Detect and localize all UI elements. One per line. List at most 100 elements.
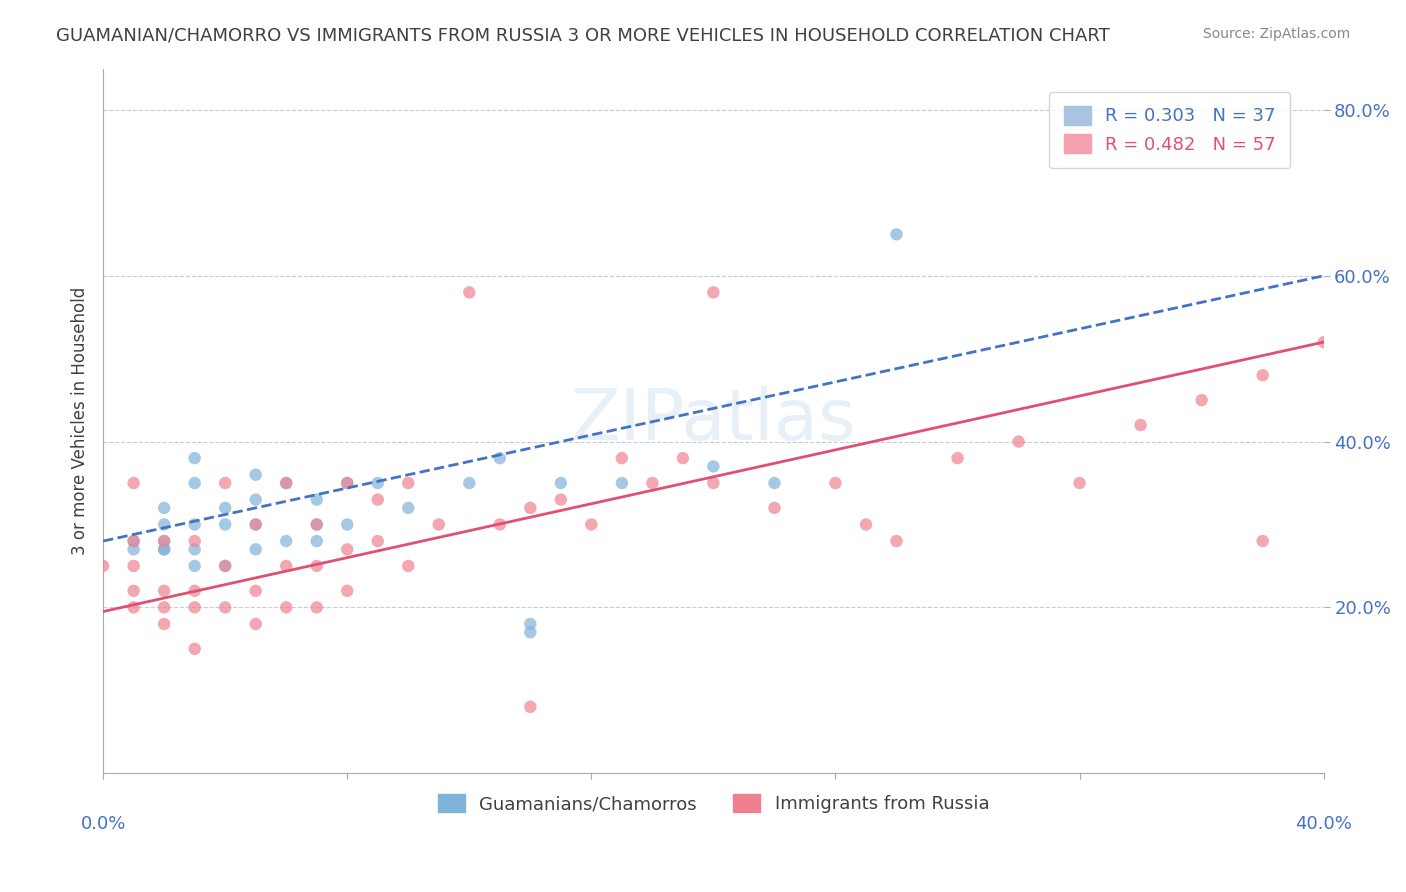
Point (886, 534, 908, 549)
Point (367, 534, 389, 549)
Point (214, 476, 236, 491)
Point (519, 617, 541, 632)
Point (122, 600, 145, 615)
Text: Source: ZipAtlas.com: Source: ZipAtlas.com (1202, 27, 1350, 41)
Point (153, 542, 176, 557)
Point (488, 517, 510, 532)
Point (396, 558, 419, 573)
Point (1129, 417, 1152, 432)
Point (122, 534, 145, 549)
Point (581, 517, 603, 532)
Point (245, 517, 267, 532)
Point (305, 558, 328, 573)
Point (336, 476, 359, 491)
Point (245, 583, 267, 598)
Point (641, 476, 664, 491)
Point (153, 583, 176, 598)
Point (214, 558, 236, 573)
Point (367, 492, 389, 507)
Point (396, 476, 419, 491)
Point (122, 534, 145, 549)
Point (214, 558, 236, 573)
Text: GUAMANIAN/CHAMORRO VS IMMIGRANTS FROM RUSSIA 3 OR MORE VEHICLES IN HOUSEHOLD COR: GUAMANIAN/CHAMORRO VS IMMIGRANTS FROM RU… (56, 27, 1109, 45)
Point (305, 517, 328, 532)
Point (276, 476, 298, 491)
Y-axis label: 3 or more Vehicles in Household: 3 or more Vehicles in Household (72, 286, 89, 555)
Point (214, 517, 236, 532)
Point (245, 492, 267, 507)
Point (1191, 393, 1213, 408)
Point (336, 517, 359, 532)
Point (702, 459, 724, 474)
Point (610, 451, 633, 466)
Point (763, 476, 786, 491)
Point (153, 600, 176, 615)
Point (305, 492, 328, 507)
Point (763, 500, 786, 515)
Point (153, 542, 176, 557)
Point (550, 476, 572, 491)
Point (519, 625, 541, 640)
Point (488, 451, 510, 466)
Text: 0.0%: 0.0% (80, 815, 125, 833)
Point (702, 476, 724, 491)
Point (245, 467, 267, 482)
Point (519, 699, 541, 714)
Point (245, 617, 267, 632)
Point (336, 476, 359, 491)
Point (153, 517, 176, 532)
Point (183, 583, 205, 598)
Point (183, 451, 205, 466)
Point (153, 534, 176, 549)
Point (214, 500, 236, 515)
Point (183, 534, 205, 549)
Point (305, 517, 328, 532)
Point (153, 617, 176, 632)
Point (610, 476, 633, 491)
Point (276, 558, 298, 573)
Point (427, 517, 450, 532)
Point (1007, 434, 1029, 449)
Point (276, 600, 298, 615)
Point (183, 517, 205, 532)
Point (1251, 368, 1274, 383)
Point (519, 500, 541, 515)
Point (458, 476, 481, 491)
Point (183, 476, 205, 491)
Point (122, 476, 145, 491)
Point (336, 583, 359, 598)
Point (886, 227, 908, 242)
Point (245, 542, 267, 557)
Point (1312, 335, 1334, 350)
Point (183, 600, 205, 615)
Point (305, 534, 328, 549)
Point (1251, 534, 1274, 549)
Point (824, 476, 846, 491)
Point (305, 600, 328, 615)
Point (702, 285, 724, 300)
Point (122, 583, 145, 598)
Point (1069, 476, 1091, 491)
Point (396, 500, 419, 515)
Point (672, 451, 695, 466)
Point (183, 542, 205, 557)
Point (336, 542, 359, 557)
Point (153, 534, 176, 549)
Point (122, 542, 145, 557)
Point (550, 492, 572, 507)
Text: ZIPatlas: ZIPatlas (571, 386, 856, 455)
Point (946, 451, 969, 466)
Point (458, 285, 481, 300)
Point (276, 534, 298, 549)
Point (367, 476, 389, 491)
Legend: Guamanians/Chamorros, Immigrants from Russia: Guamanians/Chamorros, Immigrants from Ru… (430, 787, 997, 821)
Point (91, 558, 114, 573)
Point (183, 558, 205, 573)
Point (214, 600, 236, 615)
Point (153, 500, 176, 515)
Point (276, 476, 298, 491)
Text: 40.0%: 40.0% (1295, 815, 1353, 833)
Point (245, 517, 267, 532)
Point (855, 517, 877, 532)
Point (122, 558, 145, 573)
